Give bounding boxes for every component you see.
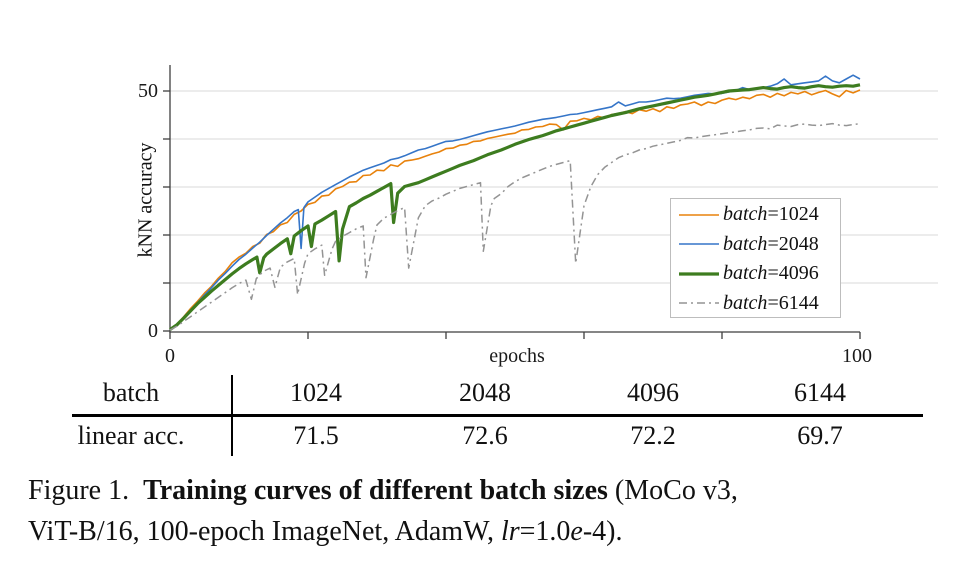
legend-label-value: =1024: [767, 203, 819, 226]
table-vertical-divider: [231, 375, 233, 456]
series-batch-4096: [169, 83, 861, 331]
legend-label: batch=2048: [723, 233, 819, 256]
table-value-cell: 2048: [459, 378, 511, 407]
table-row-linear-acc: linear acc. 71.5 72.6 72.2 69.7: [0, 419, 973, 453]
series-batch-2048: [169, 74, 861, 331]
legend-label-var: batch: [723, 291, 768, 314]
figure-caption: Figure 1. Training curves of different ba…: [28, 470, 966, 552]
legend-label: batch=6144: [723, 292, 819, 315]
y-axis-title: kNN accuracy: [134, 142, 157, 258]
caption-mid: =1.0: [519, 516, 571, 547]
table-value-cell: 1024: [290, 378, 342, 407]
legend-label: batch=4096: [723, 262, 819, 285]
caption-figure-label: Figure 1.: [28, 475, 130, 506]
x-tick-label-0: 0: [165, 345, 175, 367]
x-tick-label-100: 100: [842, 345, 872, 367]
table-value-cell: 4096: [627, 378, 679, 407]
table-value-cell: 72.2: [630, 421, 676, 450]
chart-legend: batch=1024 batch=2048 batch=4096 batch=6144: [670, 198, 841, 318]
table-value-cell: 6144: [794, 378, 846, 407]
series-batch-6144: [169, 122, 861, 331]
caption-e: e: [570, 516, 583, 547]
legend-item-batch-4096: batch=4096: [671, 259, 840, 289]
legend-line-sample: [679, 243, 719, 246]
caption-line2-pre: ViT-B/16, 100-epoch ImageNet, AdamW,: [28, 516, 501, 547]
caption-lr: lr: [500, 516, 520, 547]
y-tick-label-50: 50: [138, 80, 158, 102]
legend-label: batch=1024: [723, 203, 819, 226]
table-label-cell: batch: [102, 378, 160, 407]
legend-label-value: =6144: [767, 291, 819, 314]
y-tick-label-0: 0: [148, 320, 158, 342]
legend-label-var: batch: [723, 232, 768, 255]
legend-item-batch-1024: batch=1024: [671, 200, 840, 230]
table-rule: [72, 414, 923, 417]
caption-tail: -4).: [582, 516, 623, 547]
caption-line1-tail: (MoCo v3,: [614, 475, 738, 506]
legend-line-sample: [679, 302, 719, 304]
table-row-batch: batch 1024 2048 4096 6144: [0, 376, 973, 410]
legend-item-batch-6144: batch=6144: [671, 289, 840, 319]
x-axis-title: epochs: [489, 345, 545, 367]
legend-line-sample: [679, 272, 719, 276]
series-batch-1024: [169, 89, 861, 331]
legend-label-var: batch: [723, 203, 768, 226]
legend-label-var: batch: [723, 262, 768, 285]
caption-line-2: ViT-B/16, 100-epoch ImageNet, AdamW, lr=…: [28, 511, 966, 552]
table-value-cell: 69.7: [797, 421, 843, 450]
caption-line-1: Figure 1. Training curves of different ba…: [28, 470, 966, 511]
legend-label-value: =2048: [767, 232, 819, 255]
legend-line-sample: [679, 213, 719, 216]
table-label-cell: linear acc.: [77, 421, 185, 450]
legend-item-batch-2048: batch=2048: [671, 230, 840, 260]
table-value-cell: 72.6: [462, 421, 508, 450]
table-value-cell: 71.5: [293, 421, 339, 450]
training-curves-chart: [163, 65, 938, 339]
legend-label-value: =4096: [767, 262, 819, 285]
caption-title: Training curves of different batch sizes: [143, 475, 608, 506]
